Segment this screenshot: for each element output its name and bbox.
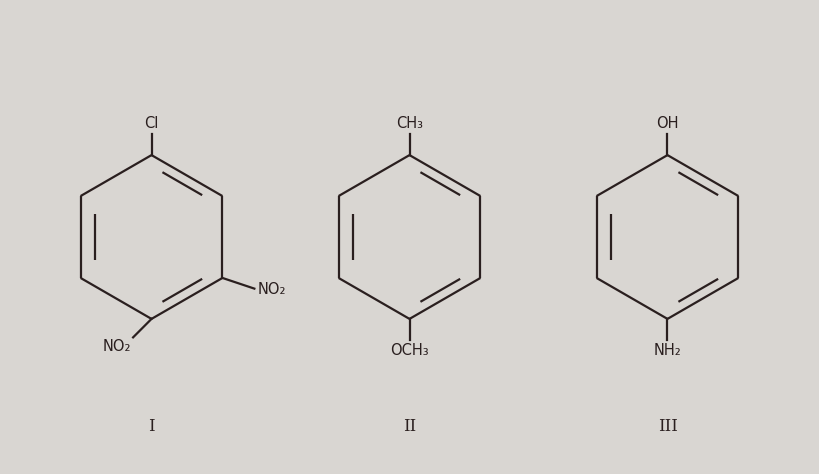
- Text: Cl: Cl: [144, 117, 159, 131]
- Text: OH: OH: [656, 117, 679, 131]
- Text: NH₂: NH₂: [654, 343, 681, 357]
- Text: CH₃: CH₃: [396, 117, 423, 131]
- Text: III: III: [658, 418, 677, 435]
- Text: NO₂: NO₂: [258, 283, 287, 297]
- Text: OCH₃: OCH₃: [390, 343, 429, 357]
- Text: NO₂: NO₂: [102, 339, 131, 355]
- Text: II: II: [403, 418, 416, 435]
- Text: I: I: [148, 418, 155, 435]
